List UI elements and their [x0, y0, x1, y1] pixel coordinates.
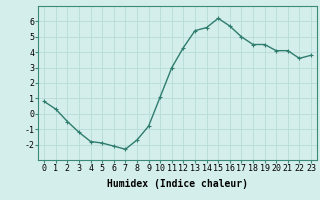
X-axis label: Humidex (Indice chaleur): Humidex (Indice chaleur) — [107, 179, 248, 189]
